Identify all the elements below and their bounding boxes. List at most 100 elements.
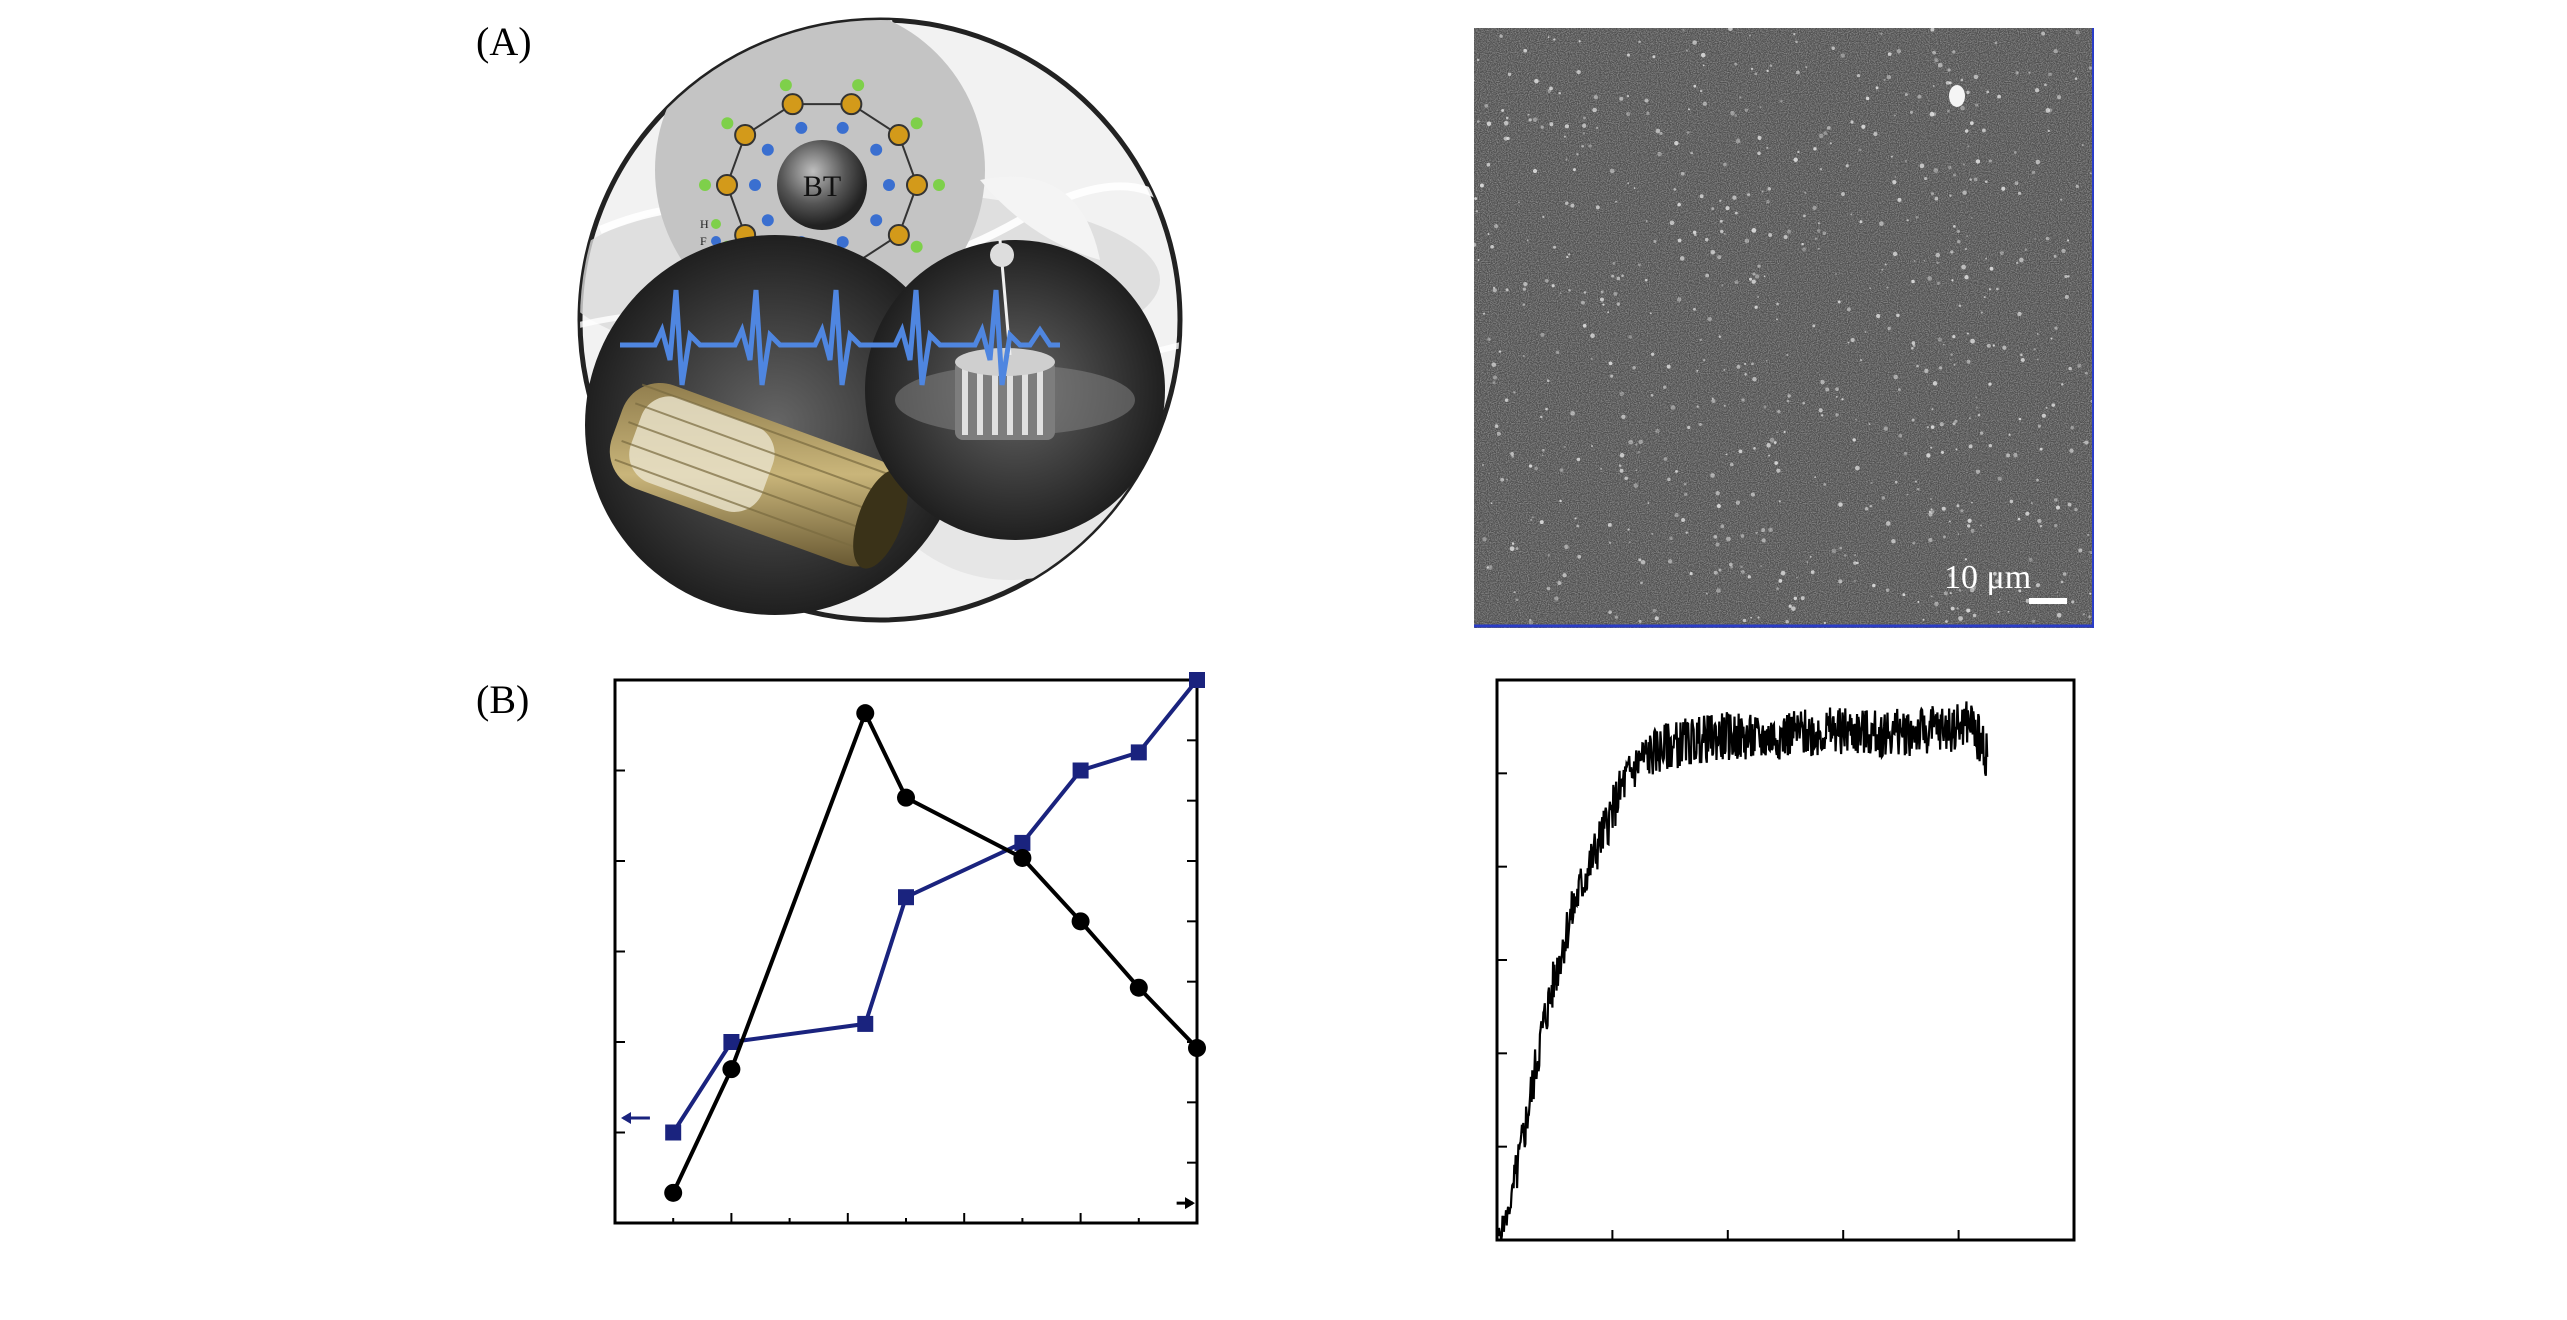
- particle-speck: [1638, 263, 1641, 267]
- particle-speck: [2070, 425, 2075, 430]
- particle-speck: [2053, 48, 2058, 54]
- particle-speck: [1823, 131, 1828, 135]
- particle-speck: [1723, 404, 1726, 407]
- particle-speck: [1557, 580, 1562, 586]
- particle-speck: [1964, 129, 1969, 133]
- particle-speck: [1936, 261, 1939, 265]
- power-data-point: [897, 788, 915, 807]
- particle-speck: [1506, 136, 1510, 141]
- particle-speck: [1503, 120, 1509, 126]
- particle-speck: [1893, 374, 1899, 380]
- particle-speck: [1763, 275, 1766, 278]
- particle-speck: [1975, 396, 1978, 399]
- particle-speck: [2074, 77, 2078, 80]
- particle-speck: [2078, 548, 2083, 553]
- particle-speck: [1553, 38, 1556, 41]
- particle-speck: [1577, 554, 1582, 559]
- particle-speck: [1501, 108, 1505, 112]
- particle-speck: [1539, 520, 1544, 525]
- particle-speck: [2066, 239, 2070, 242]
- particle-speck: [1958, 616, 1963, 621]
- particle-speck: [1667, 559, 1673, 564]
- scale-bar-label: 10 μm: [1944, 559, 2031, 596]
- particle-speck: [1540, 415, 1543, 419]
- particle-speck: [1687, 425, 1691, 430]
- particle-speck: [1778, 579, 1783, 583]
- particle-speck: [1720, 229, 1724, 234]
- particle-speck: [1621, 414, 1626, 420]
- particle-speck: [1475, 210, 1479, 213]
- particle-speck: [1914, 480, 1918, 483]
- particle-speck: [2025, 511, 2030, 516]
- particle-speck: [1549, 122, 1554, 127]
- particle-speck: [1546, 586, 1551, 591]
- particle-speck: [1897, 388, 1901, 392]
- particle-speck: [1599, 297, 1605, 302]
- particle-speck: [1780, 570, 1786, 576]
- particle-speck: [1511, 542, 1515, 545]
- particle-speck: [1578, 40, 1581, 43]
- particle-speck: [1810, 570, 1815, 574]
- fluorine-atom: [761, 214, 774, 227]
- particle-speck: [1897, 197, 1902, 202]
- particle-speck: [1868, 423, 1871, 426]
- particle-speck: [1788, 604, 1792, 608]
- particle-speck: [1724, 233, 1726, 235]
- electrospinning-setup-image: [865, 239, 1165, 540]
- particle-speck: [1531, 516, 1534, 519]
- particle-speck: [1850, 337, 1855, 343]
- particle-speck: [1930, 498, 1932, 500]
- particle-speck: [1986, 90, 1990, 94]
- particle-speck: [2017, 311, 2022, 317]
- particle-speck: [1961, 264, 1967, 270]
- particle-speck: [1880, 32, 1883, 36]
- particle-speck: [1912, 344, 1916, 347]
- particle-speck: [1545, 407, 1548, 411]
- particle-speck: [1716, 503, 1721, 508]
- fluorine-atom: [749, 179, 761, 191]
- particle-speck: [1635, 443, 1638, 446]
- particle-speck: [1608, 610, 1612, 614]
- particle-speck: [1896, 313, 1900, 318]
- particle-speck: [1564, 201, 1569, 205]
- particle-speck: [1835, 387, 1839, 392]
- particle-speck: [1674, 140, 1679, 146]
- particle-speck: [1513, 591, 1516, 594]
- particle-speck: [1985, 257, 1988, 260]
- particle-speck: [1956, 229, 1960, 233]
- particle-speck: [2034, 238, 2037, 240]
- particle-speck: [2056, 612, 2062, 618]
- hydrogen-atom: [910, 117, 923, 130]
- particle-speck: [1684, 492, 1688, 496]
- particle-speck: [1595, 205, 1600, 210]
- particle-speck: [1523, 282, 1528, 287]
- particle-speck: [1966, 332, 1969, 335]
- particle-speck: [1927, 276, 1932, 281]
- particle-speck: [1847, 341, 1850, 344]
- particle-speck: [1576, 524, 1580, 528]
- particle-speck: [1570, 203, 1575, 208]
- particle-speck: [1919, 163, 1925, 169]
- particle-speck: [2045, 406, 2048, 409]
- particle-speck: [2082, 613, 2085, 616]
- particle-speck: [1841, 192, 1845, 197]
- carbon-atom: [734, 124, 757, 147]
- particle-speck: [1952, 173, 1957, 177]
- power-data-point: [856, 704, 875, 723]
- particle-speck: [1687, 108, 1691, 111]
- particle-speck: [2015, 71, 2019, 75]
- voltage-vs-time-chart: [1495, 678, 2076, 1242]
- particle-speck: [1527, 113, 1530, 116]
- particle-speck: [1802, 247, 1807, 252]
- particle-speck: [1952, 422, 1956, 426]
- particle-speck: [1515, 547, 1519, 551]
- particle-speck: [1633, 187, 1636, 190]
- carbon-atom: [716, 174, 738, 196]
- particle-speck: [1964, 275, 1969, 280]
- particle-speck: [2018, 589, 2022, 593]
- particle-speck: [1948, 81, 1952, 85]
- particle-speck: [1894, 114, 1896, 117]
- series-line-left: [671, 678, 1199, 1134]
- particle-speck: [2020, 358, 2025, 362]
- particle-speck: [1924, 176, 1928, 181]
